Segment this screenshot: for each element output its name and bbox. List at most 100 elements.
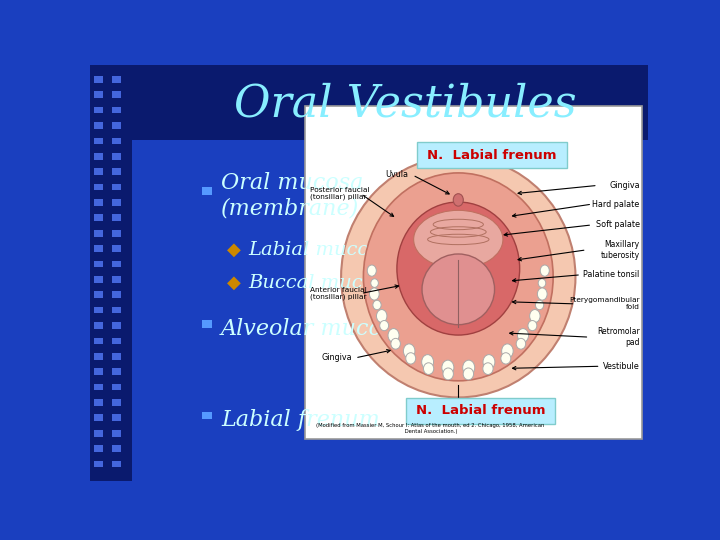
Bar xyxy=(112,230,121,237)
Text: Maxillary
tuberosity: Maxillary tuberosity xyxy=(600,240,639,260)
Ellipse shape xyxy=(463,360,474,375)
Bar xyxy=(94,230,103,237)
Text: Labial mucosa: Labial mucosa xyxy=(248,241,391,259)
Bar xyxy=(94,168,103,175)
Ellipse shape xyxy=(530,309,540,322)
Text: N.  Labial frenum: N. Labial frenum xyxy=(416,404,545,417)
Bar xyxy=(112,415,121,421)
Bar xyxy=(94,76,103,83)
Ellipse shape xyxy=(406,353,415,364)
Ellipse shape xyxy=(423,363,433,374)
Text: Labial frenum: Labial frenum xyxy=(221,409,380,431)
Bar xyxy=(94,122,103,129)
Text: Hard palate: Hard palate xyxy=(593,200,639,208)
Text: Oral mucosa
(membrane): Oral mucosa (membrane) xyxy=(221,172,364,220)
Bar xyxy=(94,276,103,282)
Bar xyxy=(94,245,103,252)
Bar xyxy=(112,430,121,436)
Text: Pterygomandibular
fold: Pterygomandibular fold xyxy=(569,298,639,310)
Ellipse shape xyxy=(483,355,495,369)
Ellipse shape xyxy=(422,254,495,325)
Ellipse shape xyxy=(379,321,389,330)
Bar xyxy=(94,338,103,344)
Bar xyxy=(112,353,121,360)
Text: Gingiva: Gingiva xyxy=(609,181,639,190)
Ellipse shape xyxy=(443,368,454,380)
Ellipse shape xyxy=(518,328,528,342)
Bar xyxy=(112,276,121,282)
Ellipse shape xyxy=(373,300,381,310)
Text: N.  Labial frenum: N. Labial frenum xyxy=(427,148,557,161)
Bar xyxy=(112,107,121,113)
Bar xyxy=(112,138,121,144)
Bar xyxy=(94,368,103,375)
Bar xyxy=(112,76,121,83)
Bar xyxy=(94,199,103,206)
Bar xyxy=(202,187,212,194)
Bar xyxy=(112,245,121,252)
Ellipse shape xyxy=(367,265,377,276)
Bar xyxy=(112,122,121,129)
Ellipse shape xyxy=(502,344,513,358)
Ellipse shape xyxy=(422,355,433,369)
Bar xyxy=(112,91,121,98)
Bar xyxy=(94,322,103,329)
Text: Alveolar mucosa: Alveolar mucosa xyxy=(221,318,408,340)
Bar xyxy=(112,338,121,344)
Ellipse shape xyxy=(454,194,463,206)
Bar xyxy=(94,353,103,360)
Bar xyxy=(112,307,121,313)
Bar xyxy=(94,292,103,298)
Ellipse shape xyxy=(414,211,503,268)
Bar xyxy=(94,107,103,113)
Ellipse shape xyxy=(538,279,546,287)
Text: (Modified from Massier M, Schour I: Atlas of the mouth, ed 2. Chicago, 1958, Ame: (Modified from Massier M, Schour I: Atla… xyxy=(316,423,544,434)
Bar xyxy=(112,214,121,221)
Bar xyxy=(94,138,103,144)
Text: ◆: ◆ xyxy=(227,241,240,259)
Bar xyxy=(112,384,121,390)
Bar xyxy=(94,461,103,467)
Bar xyxy=(94,307,103,313)
Bar xyxy=(94,214,103,221)
Ellipse shape xyxy=(463,368,474,380)
Bar xyxy=(94,153,103,160)
Ellipse shape xyxy=(516,339,526,349)
Bar xyxy=(305,106,642,439)
Bar xyxy=(112,168,121,175)
Bar xyxy=(94,430,103,436)
Ellipse shape xyxy=(528,321,537,330)
Text: Gingiva: Gingiva xyxy=(322,354,352,362)
Bar xyxy=(94,91,103,98)
Bar xyxy=(112,153,121,160)
Ellipse shape xyxy=(403,344,415,358)
Bar xyxy=(90,65,132,481)
Ellipse shape xyxy=(537,288,547,300)
FancyBboxPatch shape xyxy=(406,398,555,424)
Bar xyxy=(202,320,212,328)
Ellipse shape xyxy=(536,300,544,310)
Text: Oral Vestibules: Oral Vestibules xyxy=(234,83,577,126)
Bar xyxy=(90,65,648,140)
Bar xyxy=(112,322,121,329)
Bar xyxy=(112,292,121,298)
Text: Retromolar
pad: Retromolar pad xyxy=(597,327,639,347)
Text: Soft palate: Soft palate xyxy=(595,220,639,230)
Text: Uvula: Uvula xyxy=(385,171,408,179)
Bar xyxy=(94,446,103,452)
Bar xyxy=(112,446,121,452)
Ellipse shape xyxy=(364,173,553,381)
Bar xyxy=(112,261,121,267)
Text: Palatine tonsil: Palatine tonsil xyxy=(583,271,639,279)
Bar xyxy=(202,411,212,419)
Ellipse shape xyxy=(483,363,493,374)
Bar xyxy=(112,368,121,375)
Bar xyxy=(94,415,103,421)
Ellipse shape xyxy=(341,156,575,397)
Bar xyxy=(112,461,121,467)
Ellipse shape xyxy=(391,339,400,349)
Ellipse shape xyxy=(369,288,379,300)
Text: ◆: ◆ xyxy=(227,274,240,292)
Ellipse shape xyxy=(442,360,454,375)
Text: Buccal mucosa: Buccal mucosa xyxy=(248,274,396,292)
